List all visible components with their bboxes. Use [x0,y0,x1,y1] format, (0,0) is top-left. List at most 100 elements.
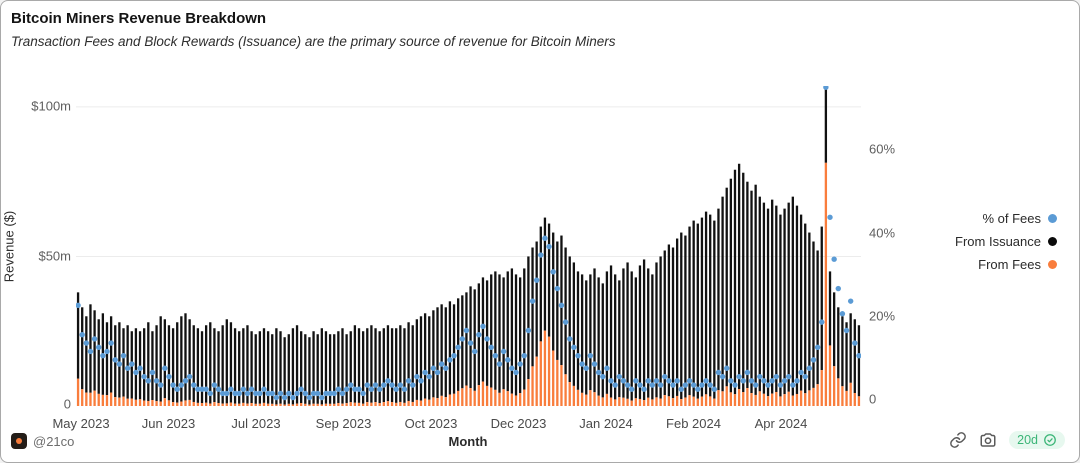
revenue-bar [171,328,175,403]
revenue-bar [820,226,823,371]
revenue-bar [808,232,811,391]
revenue-bar [766,208,770,397]
fees-area-bar [167,400,171,406]
fees-pct-dot [583,365,589,371]
revenue-bar [448,301,452,395]
fees-pct-dot [401,386,408,392]
fees-pct-dot [228,386,234,392]
chart-subtitle: Transaction Fees and Block Rewards (Issu… [11,34,616,49]
fees-pct-dot [633,378,639,384]
revenue-bar [93,310,96,391]
revenue-bar [233,328,237,404]
fees-pct-dot [492,352,499,359]
freshness-badge[interactable]: 20d [1009,431,1065,449]
fees-area-bar [605,393,609,406]
fees-area-bar [795,393,799,406]
fees-area-bar [667,396,671,406]
fees-area-bar [328,403,332,406]
fees-pct-dot [224,390,230,397]
revenue-bar [560,235,563,366]
fees-pct-dot [595,369,602,376]
legend-item-from-issuance[interactable]: From Issuance [955,234,1057,249]
fees-area-bar [618,397,621,406]
fees-area-bar [762,393,766,406]
revenue-bar [518,277,522,394]
fees-pct-dot [467,340,474,346]
legend-item-pct-of-fees[interactable]: % of Fees [982,211,1057,226]
fees-pct-dot [628,386,635,392]
fees-pct-dot [236,390,242,397]
fees-pct-dot [302,390,309,397]
fees-area-bar [221,403,224,406]
fees-pct-dot [426,373,432,380]
camera-icon[interactable] [979,431,997,449]
fees-area-bar [580,392,584,406]
fees-area-bar [134,399,138,406]
brand-attribution: @21co [11,433,74,449]
fees-pct-dot [290,394,296,401]
fees-area-bar [725,386,728,406]
revenue-bar [729,178,733,393]
fees-pct-dot [199,386,205,392]
fees-pct-dot [108,340,114,346]
legend-item-from-fees[interactable]: From Fees [978,257,1057,272]
revenue-bar [709,214,712,397]
revenue-bar [580,274,584,393]
revenue-bar [440,304,443,396]
fees-area-bar [192,401,195,406]
fees-pct-dots [75,84,862,401]
revenue-bar [444,307,447,398]
fees-area-bar [159,401,162,406]
revenue-bar [816,250,819,385]
fees-area-bar [76,378,80,406]
y-right-tick-60: 60% [869,141,896,157]
revenue-bar [76,292,80,379]
fees-area-bar [271,403,274,406]
fees-pct-dot [711,386,718,392]
fees-area-bar [490,387,493,406]
fees-pct-dot [149,369,156,376]
fees-area-bar [89,392,92,406]
page-title: Bitcoin Miners Revenue Breakdown [11,10,267,27]
fees-area-bar [97,393,100,406]
revenue-bar [762,202,766,394]
fees-pct-dot [748,378,755,384]
fees-area-bar [849,382,852,406]
revenue-bar [585,280,588,395]
chart-canvas[interactable] [75,84,862,406]
fees-pct-dot [521,352,527,359]
x-tick-label: Oct 2023 [404,416,458,431]
fees-area-bar [242,402,245,406]
fees-pct-dot [641,386,647,392]
fees-pct-dot [430,365,437,371]
revenue-bar [122,328,125,397]
fees-pct-dot [686,378,693,384]
revenue-bar [349,331,352,403]
revenue-bar [109,316,113,393]
fees-pct-dot [670,382,676,388]
brand-handle-link[interactable]: @21co [33,433,75,449]
fees-pct-dot [736,373,742,380]
revenue-bar [341,328,344,404]
fees-pct-dot [323,390,329,397]
revenue-bar [291,328,295,405]
fees-area-bar [775,391,778,406]
revenue-bar [271,334,274,404]
fees-area-bar [448,394,452,406]
revenue-bar [556,241,559,360]
fees-pct-dot [459,336,466,342]
fees-area-bar [275,404,278,406]
revenue-bar [539,226,542,342]
link-icon[interactable] [949,431,967,449]
fees-area-bar [233,403,237,406]
legend-label: % of Fees [982,211,1041,226]
fees-pct-dot [600,373,606,380]
revenue-bar [229,322,233,403]
fees-area-bar [688,395,691,406]
revenue-bar [89,304,92,393]
fees-pct-dot [244,390,251,397]
fees-pct-dot [87,348,94,355]
fees-area-bar [787,391,790,406]
fees-pct-dot [447,357,453,363]
fees-pct-dot [207,390,213,397]
